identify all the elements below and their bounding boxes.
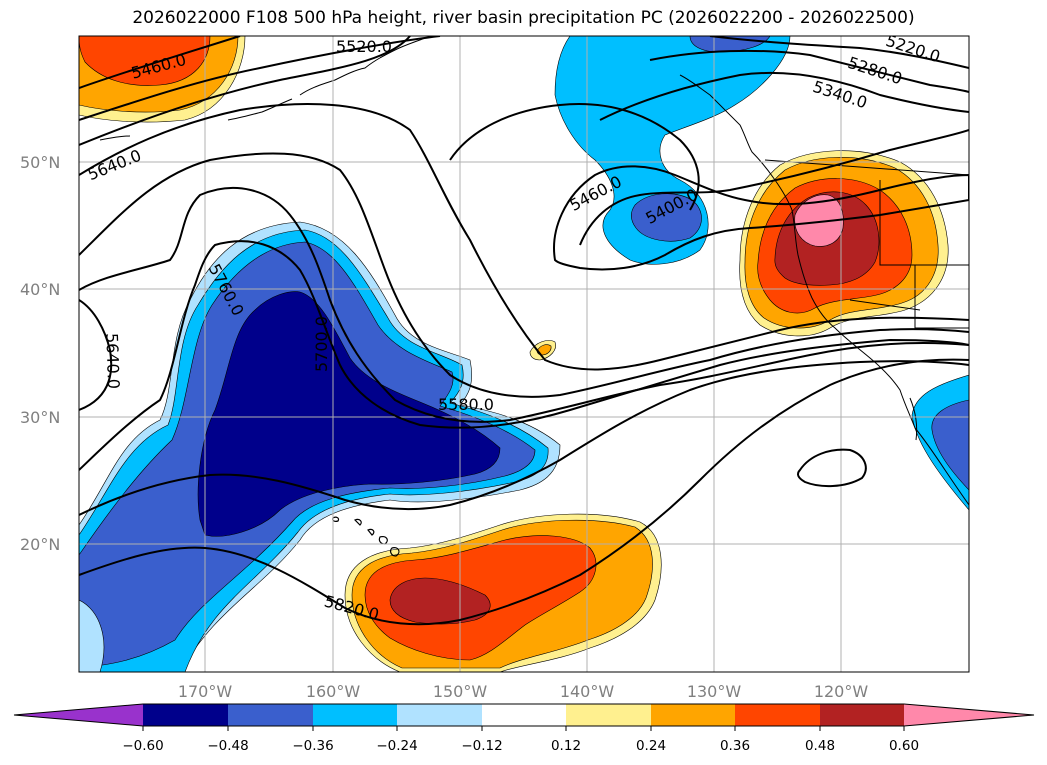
contour-5640-w xyxy=(79,299,113,411)
colorbar-segment xyxy=(313,704,397,726)
colorbar-label: 0.36 xyxy=(720,738,750,754)
positive-anomaly-small-spot xyxy=(529,340,556,361)
colorbar-segment xyxy=(228,704,313,726)
colorbar-label: 0.12 xyxy=(551,738,581,754)
colorbar-segment xyxy=(735,704,820,726)
lat-label: 20°N xyxy=(20,535,60,554)
colorbar-segment xyxy=(651,704,735,726)
latitude-labels: 50°N 40°N 30°N 20°N xyxy=(20,153,60,554)
colorbar-label: −0.36 xyxy=(292,738,333,754)
plot-area: 5460.0 5520.0 5220.0 5280.0 5340.0 5640.… xyxy=(79,36,969,672)
contour-5580-nw xyxy=(79,36,411,146)
colorbar-extend-low xyxy=(14,704,143,726)
colorbar-label: −0.12 xyxy=(461,738,502,754)
lon-label: 130°W xyxy=(687,682,742,701)
contour-5400-tail xyxy=(449,103,700,211)
map-title: 2026022000 F108 500 hPa height, river ba… xyxy=(132,8,915,28)
positive-anomaly-south-hawaii xyxy=(344,513,662,672)
negative-anomaly-gulf-of-alaska xyxy=(554,36,791,265)
contour-5580 xyxy=(79,240,969,471)
gridlines xyxy=(79,36,969,672)
lon-label: 170°W xyxy=(178,682,233,701)
contour-5340 xyxy=(599,71,969,121)
contour-5460-nw xyxy=(79,36,241,89)
contour-5820 xyxy=(79,358,969,626)
colorbar-label: 0.60 xyxy=(889,738,919,754)
colorbar-label: −0.48 xyxy=(207,738,248,754)
contour-closed-mex xyxy=(796,448,867,488)
contour-label: 5700.0 xyxy=(312,316,331,372)
contour-label: 5580.0 xyxy=(438,395,494,414)
colorbar-extend-high xyxy=(904,704,1034,726)
colorbar-label: 0.48 xyxy=(805,738,835,754)
contour-5520-nw xyxy=(79,36,441,121)
colorbar-label: −0.24 xyxy=(376,738,417,754)
lon-label: 160°W xyxy=(306,682,361,701)
contour-label: 5640.0 xyxy=(102,333,123,390)
lat-label: 30°N xyxy=(20,408,60,427)
height-contours xyxy=(79,36,969,626)
lat-label: 40°N xyxy=(20,280,60,299)
lon-label: 120°W xyxy=(814,682,869,701)
contour-5400 xyxy=(579,129,969,246)
colorbar-label: 0.24 xyxy=(636,738,666,754)
contour-5220 xyxy=(709,36,969,69)
negative-anomaly-central-pacific xyxy=(79,221,561,672)
lon-label: 140°W xyxy=(560,682,615,701)
contour-5640-nw xyxy=(79,103,969,371)
negative-anomaly-baja xyxy=(911,374,969,511)
plot-frame xyxy=(78,35,970,673)
contour-5760 xyxy=(79,187,969,423)
contour-5700 xyxy=(79,152,969,398)
colorbar-segment xyxy=(820,704,904,726)
lat-label: 50°N xyxy=(20,153,60,172)
colorbar: −0.60 −0.48 −0.36 −0.24 −0.12 0.12 0.24 … xyxy=(13,703,1035,754)
positive-anomaly-pacific-northwest xyxy=(739,150,949,337)
contour-south xyxy=(79,360,969,516)
contour-label: 5520.0 xyxy=(336,37,392,56)
colorbar-label: −0.60 xyxy=(122,738,163,754)
lon-label: 150°W xyxy=(433,682,488,701)
longitude-labels: 170°W 160°W 150°W 140°W 130°W 120°W xyxy=(178,682,869,701)
colorbar-segment xyxy=(482,704,566,726)
contour-5280 xyxy=(649,49,969,93)
colorbar-segment xyxy=(143,704,228,726)
colorbar-segment xyxy=(566,704,651,726)
colorbar-segment xyxy=(397,704,482,726)
